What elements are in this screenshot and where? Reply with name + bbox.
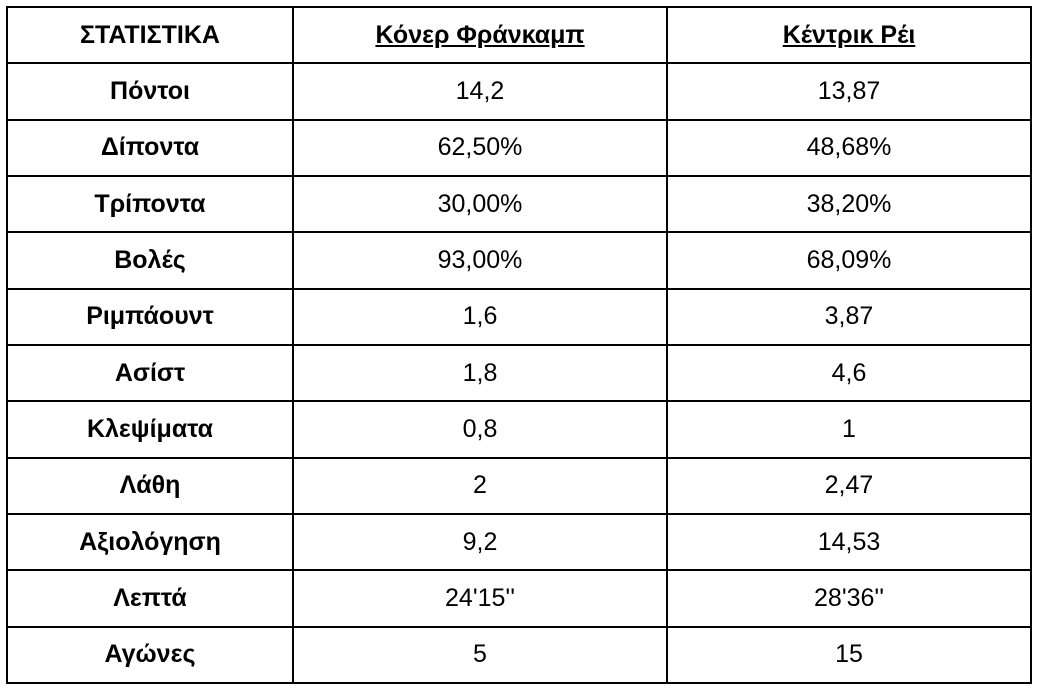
row-label: Αξιολόγηση bbox=[6, 512, 294, 572]
row-label: Δίποντα bbox=[6, 118, 294, 177]
value-cell: 5 bbox=[292, 625, 668, 685]
row-label: Αγώνες bbox=[6, 625, 294, 685]
row-label: Κλεψίματα bbox=[6, 400, 294, 459]
value-cell: 4,6 bbox=[666, 343, 1032, 403]
value-cell: 28'36'' bbox=[666, 569, 1032, 628]
value-cell: 93,00% bbox=[292, 231, 668, 290]
row-label: Ριμπάουντ bbox=[6, 287, 294, 346]
table-row: Λεπτά 24'15'' 28'36'' bbox=[6, 569, 1032, 628]
value-cell: 48,68% bbox=[666, 118, 1032, 177]
header-cell: Κόνερ Φράνκαμπ bbox=[292, 5, 668, 65]
value-cell: 14,2 bbox=[292, 62, 668, 121]
table-row: Ασίστ 1,8 4,6 bbox=[6, 343, 1032, 403]
value-cell: 1 bbox=[666, 400, 1032, 459]
table-row: Αγώνες 5 15 bbox=[6, 625, 1032, 685]
header-cell: ΣΤΑΤΙΣΤΙΚΑ bbox=[6, 5, 294, 65]
header-row: ΣΤΑΤΙΣΤΙΚΑ Κόνερ Φράνκαμπ Κέντρικ Ρέι bbox=[6, 5, 1032, 65]
value-cell: 62,50% bbox=[292, 118, 668, 177]
value-cell: 13,87 bbox=[666, 62, 1032, 121]
row-label: Τρίποντα bbox=[6, 174, 294, 234]
table-row: Πόντοι 14,2 13,87 bbox=[6, 62, 1032, 121]
value-cell: 3,87 bbox=[666, 287, 1032, 346]
value-cell: 30,00% bbox=[292, 174, 668, 234]
value-cell: 9,2 bbox=[292, 512, 668, 572]
row-label: Βολές bbox=[6, 231, 294, 290]
value-cell: 2,47 bbox=[666, 456, 1032, 515]
value-cell: 1,6 bbox=[292, 287, 668, 346]
table-row: Τρίποντα 30,00% 38,20% bbox=[6, 174, 1032, 234]
row-label: Λεπτά bbox=[6, 569, 294, 628]
table-row: Κλεψίματα 0,8 1 bbox=[6, 400, 1032, 459]
value-cell: 14,53 bbox=[666, 512, 1032, 572]
row-label: Πόντοι bbox=[6, 62, 294, 121]
table-row: Δίποντα 62,50% 48,68% bbox=[6, 118, 1032, 177]
value-cell: 0,8 bbox=[292, 400, 668, 459]
value-cell: 1,8 bbox=[292, 343, 668, 403]
value-cell: 24'15'' bbox=[292, 569, 668, 628]
stats-table: ΣΤΑΤΙΣΤΙΚΑ Κόνερ Φράνκαμπ Κέντρικ Ρέι Πόντο… bbox=[6, 5, 1032, 685]
table-row: Αξιολόγηση 9,2 14,53 bbox=[6, 512, 1032, 572]
value-cell: 2 bbox=[292, 456, 668, 515]
value-cell: 15 bbox=[666, 625, 1032, 685]
row-label: Λάθη bbox=[6, 456, 294, 515]
table-row: Ριμπάουντ 1,6 3,87 bbox=[6, 287, 1032, 346]
value-cell: 68,09% bbox=[666, 231, 1032, 290]
table-body: ΣΤΑΤΙΣΤΙΚΑ Κόνερ Φράνκαμπ Κέντρικ Ρέι Πόντο… bbox=[6, 5, 1032, 685]
table-row: Βολές 93,00% 68,09% bbox=[6, 231, 1032, 290]
row-label: Ασίστ bbox=[6, 343, 294, 403]
table-row: Λάθη 2 2,47 bbox=[6, 456, 1032, 515]
header-cell: Κέντρικ Ρέι bbox=[666, 5, 1032, 65]
value-cell: 38,20% bbox=[666, 174, 1032, 234]
